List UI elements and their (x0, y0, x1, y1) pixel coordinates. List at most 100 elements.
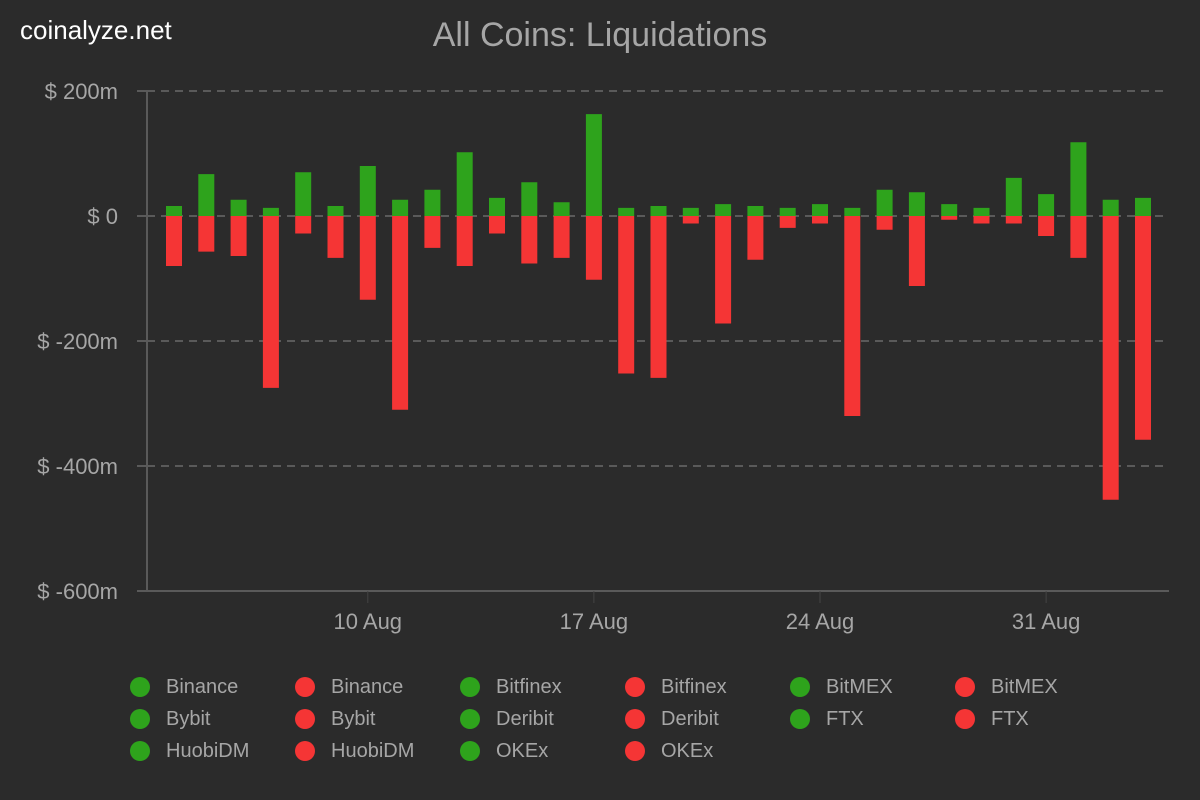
legend-item-ftx-short[interactable]: FTX (790, 703, 955, 735)
bar-long-4-aug[interactable] (166, 216, 182, 266)
bar-short-28-aug[interactable] (941, 204, 958, 216)
bar-short-13-aug[interactable] (456, 152, 473, 216)
legend-dot-icon (955, 709, 975, 729)
bar-short-22-aug[interactable] (747, 206, 764, 216)
legend-item-bybit-long[interactable]: Bybit (295, 703, 460, 735)
chart-title: All Coins: Liquidations (432, 16, 768, 54)
bar-short-14-aug[interactable] (489, 197, 505, 216)
bar-long-18-aug[interactable] (618, 216, 635, 374)
bar-long-9-aug[interactable] (327, 216, 344, 258)
bar-short-24-aug[interactable] (812, 204, 828, 216)
bar-long-21-aug[interactable] (715, 216, 732, 324)
bar-long-30-aug[interactable] (1005, 216, 1022, 224)
bar-long-1-sep[interactable] (1070, 216, 1087, 258)
legend-item-deribit-short[interactable]: Deribit (460, 703, 625, 735)
bar-short-27-aug[interactable] (908, 192, 925, 216)
legend-label: OKEx (496, 739, 549, 762)
bar-short-11-aug[interactable] (392, 199, 409, 216)
legend-dot-icon (625, 677, 645, 697)
bar-long-16-aug[interactable] (553, 216, 570, 258)
bar-short-15-aug[interactable] (521, 182, 538, 216)
bar-long-13-aug[interactable] (456, 216, 473, 266)
bar-long-7-aug[interactable] (262, 216, 279, 388)
bar-long-31-aug[interactable] (1038, 216, 1055, 236)
legend-dot-icon (295, 709, 315, 729)
bar-short-6-aug[interactable] (230, 199, 247, 216)
legend-item-binance-long[interactable]: Binance (295, 671, 460, 703)
bar-long-6-aug[interactable] (230, 216, 247, 256)
legend-item-bitfinex-short[interactable]: Bitfinex (460, 671, 625, 703)
legend-item-huobidm-short[interactable]: HuobiDM (130, 735, 295, 767)
legend-label: Deribit (496, 707, 554, 730)
bar-long-23-aug[interactable] (779, 216, 796, 228)
legend-item-deribit-long[interactable]: Deribit (625, 703, 790, 735)
x-tick-label: 10 Aug (334, 609, 403, 634)
bar-short-30-aug[interactable] (1005, 177, 1022, 216)
bar-short-25-aug[interactable] (844, 207, 861, 216)
bar-short-7-aug[interactable] (262, 207, 279, 216)
legend-label: Deribit (661, 707, 719, 730)
bar-long-11-aug[interactable] (392, 216, 409, 410)
legend-item-bitfinex-long[interactable]: Bitfinex (625, 671, 790, 703)
y-tick-label: $ -200m (37, 329, 118, 354)
bar-long-26-aug[interactable] (876, 216, 893, 230)
bar-short-16-aug[interactable] (553, 202, 570, 216)
bar-long-5-aug[interactable] (198, 216, 215, 252)
bar-short-31-aug[interactable] (1038, 194, 1055, 216)
legend-label: HuobiDM (166, 739, 250, 762)
bar-short-4-aug[interactable] (166, 206, 182, 216)
bar-long-10-aug[interactable] (359, 216, 376, 300)
legend-item-bitmex-long[interactable]: BitMEX (955, 671, 1120, 703)
bar-long-19-aug[interactable] (650, 216, 667, 378)
legend-item-bybit-short[interactable]: Bybit (130, 703, 295, 735)
bar-long-3-sep[interactable] (1135, 216, 1151, 440)
bar-long-28-aug[interactable] (941, 216, 958, 220)
bar-short-5-aug[interactable] (198, 174, 215, 216)
bar-long-2-sep[interactable] (1102, 216, 1119, 500)
legend-dot-icon (130, 709, 150, 729)
legend-dot-icon (460, 677, 480, 697)
bar-long-25-aug[interactable] (844, 216, 861, 416)
bar-short-10-aug[interactable] (359, 166, 376, 216)
legend: Binance Binance Bitfinex Bitfinex BitMEX BitM… (130, 671, 1120, 767)
bar-short-20-aug[interactable] (682, 207, 699, 216)
legend-label: Bitfinex (496, 675, 562, 698)
bar-short-18-aug[interactable] (618, 207, 635, 216)
legend-item-bitmex-short[interactable]: BitMEX (790, 671, 955, 703)
bar-long-22-aug[interactable] (747, 216, 764, 260)
bar-long-14-aug[interactable] (489, 216, 505, 234)
bar-short-29-aug[interactable] (973, 207, 990, 216)
bar-short-19-aug[interactable] (650, 206, 667, 216)
bar-long-20-aug[interactable] (682, 216, 699, 224)
legend-dot-icon (955, 677, 975, 697)
bar-short-26-aug[interactable] (876, 189, 893, 216)
bar-short-8-aug[interactable] (295, 172, 312, 216)
legend-item-okex-short[interactable]: OKEx (460, 735, 625, 767)
legend-dot-icon (460, 709, 480, 729)
bar-short-2-sep[interactable] (1102, 199, 1119, 216)
y-tick-label: $ 200m (45, 79, 118, 104)
bar-short-3-sep[interactable] (1135, 197, 1151, 216)
bar-short-1-sep[interactable] (1070, 142, 1087, 216)
bar-short-23-aug[interactable] (779, 207, 796, 216)
x-axis-ticks: 10 Aug 17 Aug 24 Aug 31 Aug (334, 591, 1080, 634)
bar-long-24-aug[interactable] (812, 216, 828, 224)
legend-label: Bybit (166, 707, 211, 730)
bar-long-12-aug[interactable] (424, 216, 441, 248)
bar-short-12-aug[interactable] (424, 189, 441, 216)
bar-long-15-aug[interactable] (521, 216, 538, 264)
bar-long-8-aug[interactable] (295, 216, 312, 234)
legend-item-binance-short[interactable]: Binance (130, 671, 295, 703)
bar-long-17-aug[interactable] (585, 216, 602, 280)
legend-label: BitMEX (826, 675, 893, 698)
legend-item-ftx-long[interactable]: FTX (955, 703, 1120, 735)
legend-item-huobidm-long[interactable]: HuobiDM (295, 735, 460, 767)
bar-short-9-aug[interactable] (327, 206, 344, 216)
legend-item-okex-long[interactable]: OKEx (625, 735, 790, 767)
bar-long-27-aug[interactable] (908, 216, 925, 286)
bar-short-17-aug[interactable] (585, 114, 602, 216)
legend-dot-icon (460, 741, 480, 761)
bar-short-21-aug[interactable] (715, 204, 732, 216)
bar-long-29-aug[interactable] (973, 216, 990, 224)
